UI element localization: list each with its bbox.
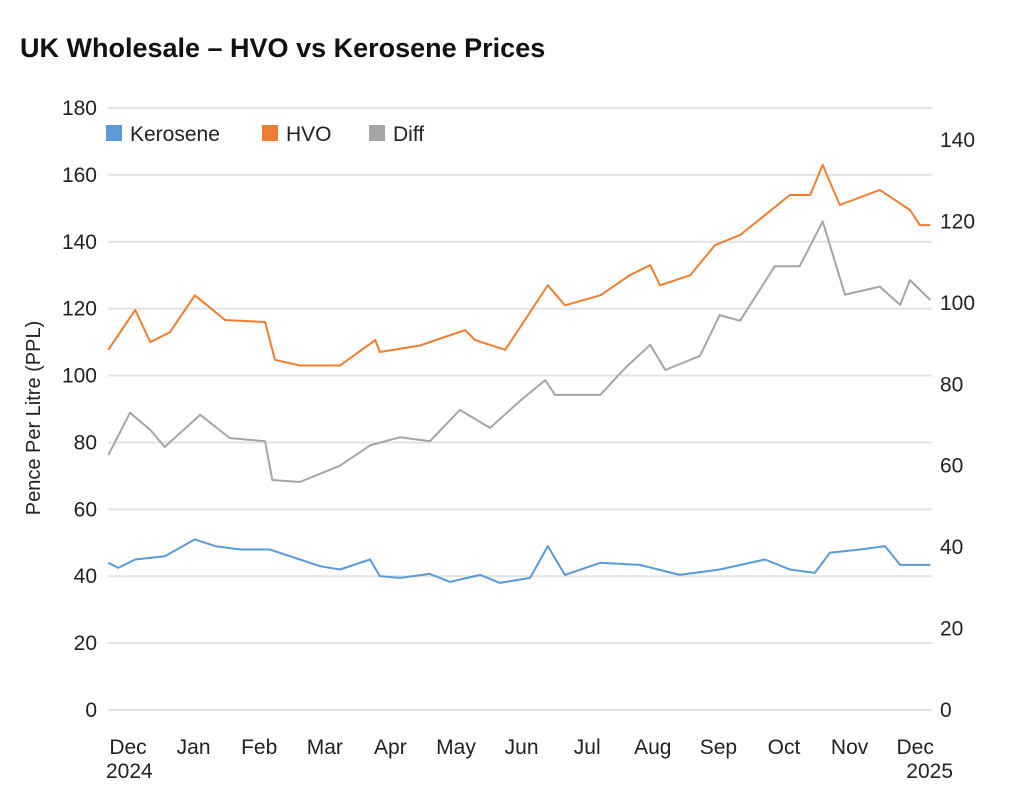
gridlines [108, 107, 932, 711]
y2-tick-label: 0 [940, 699, 952, 722]
left-axis: 0 20 40 60 80 100 120 140 160 180 [62, 97, 97, 722]
x-tick-label: May [436, 736, 476, 759]
legend-swatch-kerosene [106, 125, 122, 141]
legend-swatch-hvo [262, 125, 278, 141]
y-tick-label: 120 [62, 298, 97, 321]
legend-label: Diff [393, 123, 424, 146]
y2-tick-label: 140 [940, 129, 975, 152]
y-tick-label: 60 [74, 498, 97, 521]
x-tick-label: Dec [109, 736, 146, 759]
series-line-hvo [107, 163, 931, 367]
x-year-label: 2024 [106, 760, 153, 783]
x-tick-label: Jan [177, 736, 211, 759]
y2-tick-label: 40 [940, 536, 963, 559]
legend: Kerosene HVO Diff [106, 123, 424, 146]
x-tick-label: Feb [241, 736, 277, 759]
right-axis: 0 20 40 60 80 100 120 140 [940, 129, 975, 722]
series-line-diff [107, 220, 932, 483]
x-tick-label: Apr [374, 736, 407, 759]
y-tick-label: 180 [62, 97, 97, 120]
y-tick-label: 40 [74, 565, 97, 588]
x-tick-label: Jul [574, 736, 601, 759]
y2-tick-label: 80 [940, 373, 963, 396]
y-tick-label: 0 [85, 699, 97, 722]
x-tick-label: Nov [831, 736, 869, 759]
legend-label: Kerosene [130, 123, 220, 146]
series-line-kerosene [107, 538, 931, 584]
y-tick-label: 160 [62, 164, 97, 187]
y-axis-label: Pence Per Litre (PPL) [23, 321, 45, 516]
y2-tick-label: 100 [940, 292, 975, 315]
x-axis: Dec Jan Feb Mar Apr May Jun Jul Aug Sep Oct Nov Dec2… [106, 736, 953, 783]
legend-swatch-diff [369, 125, 385, 141]
x-tick-label: Sep [700, 736, 737, 759]
x-tick-label: Mar [307, 736, 343, 759]
x-year-label: 2025 [906, 760, 953, 783]
y2-tick-label: 120 [940, 210, 975, 233]
y2-tick-label: 20 [940, 618, 963, 641]
legend-label: HVO [286, 123, 332, 146]
x-tick-label: Aug [634, 736, 671, 759]
y2-tick-label: 60 [940, 455, 963, 478]
x-tick-label: Oct [768, 736, 801, 759]
chart-title: UK Wholesale – HVO vs Kerosene Prices [20, 33, 545, 63]
x-tick-label: Jun [505, 736, 539, 759]
y-tick-label: 80 [74, 431, 97, 454]
x-tick-label: Dec [897, 736, 934, 759]
y-tick-label: 140 [62, 231, 97, 254]
series-lines [107, 163, 932, 584]
y-tick-label: 100 [62, 365, 97, 388]
y-tick-label: 20 [74, 632, 97, 655]
